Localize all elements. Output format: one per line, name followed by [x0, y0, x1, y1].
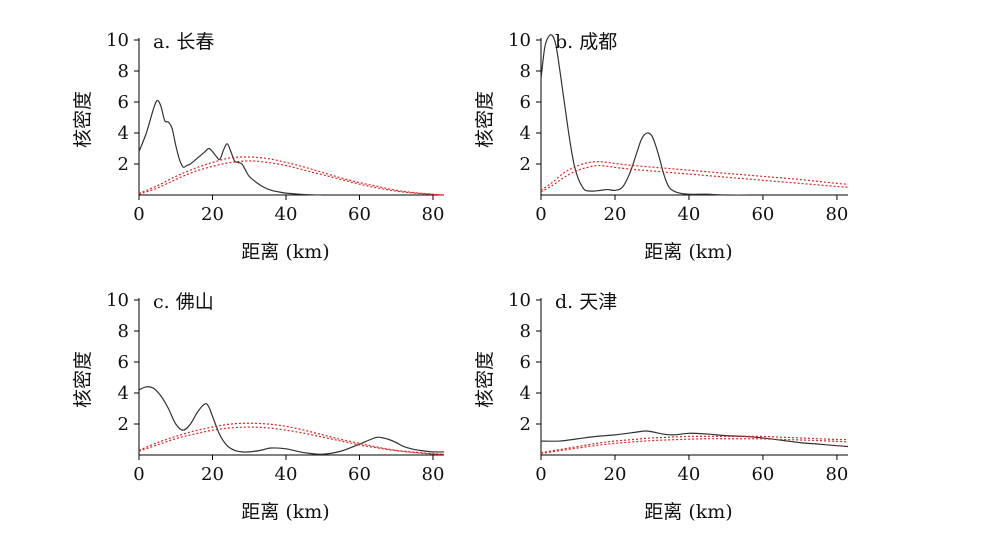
- y-tick-label: 6: [520, 92, 531, 113]
- x-tick-label: 40: [275, 464, 298, 485]
- panel-title: b. 成都: [555, 31, 617, 53]
- series-line-dotted: [540, 435, 849, 454]
- y-tick-label: 10: [508, 30, 531, 51]
- y-tick-label: 4: [118, 123, 129, 144]
- x-tick-label: 80: [422, 204, 445, 225]
- x-tick-label: 20: [604, 204, 627, 225]
- x-tick-label: 20: [604, 464, 627, 485]
- y-axis-label: 核密度: [72, 91, 94, 148]
- x-tick-label: 40: [677, 204, 700, 225]
- y-axis-label: 核密度: [474, 91, 496, 148]
- y-tick-label: 2: [118, 154, 129, 175]
- y-tick-label: 4: [520, 383, 531, 404]
- series-line-dotted: [540, 438, 849, 455]
- x-tick-label: 0: [535, 204, 546, 225]
- x-tick-label: 60: [751, 204, 774, 225]
- panel-title: c. 佛山: [153, 291, 214, 313]
- y-axis-label: 核密度: [474, 351, 496, 408]
- y-tick-label: 2: [520, 154, 531, 175]
- y-tick-label: 2: [118, 414, 129, 435]
- y-tick-label: 10: [508, 290, 531, 311]
- x-axis-label: 距离 (km): [644, 241, 732, 263]
- x-tick-label: 80: [825, 204, 848, 225]
- y-tick-label: 6: [118, 92, 129, 113]
- x-tick-label: 0: [133, 204, 144, 225]
- x-axis-label: 距离 (km): [644, 501, 732, 523]
- series-line-solid: [540, 430, 849, 448]
- series-line-dotted: [138, 156, 445, 196]
- series-line-dotted: [540, 161, 849, 191]
- x-tick-label: 20: [201, 204, 224, 225]
- series-line-dotted: [138, 160, 445, 196]
- x-tick-label: 0: [535, 464, 546, 485]
- y-tick-label: 4: [520, 123, 531, 144]
- panel-title: d. 天津: [555, 291, 617, 313]
- y-axis-label: 核密度: [72, 351, 94, 408]
- panel-title: a. 长春: [153, 31, 214, 53]
- series-line-dotted: [138, 426, 445, 455]
- y-tick-label: 6: [520, 352, 531, 373]
- series-line-solid: [540, 34, 848, 196]
- x-tick-label: 80: [825, 464, 848, 485]
- series-line-solid: [138, 99, 323, 196]
- series-line-dotted: [540, 164, 849, 193]
- y-tick-label: 4: [118, 383, 129, 404]
- x-tick-label: 60: [751, 464, 774, 485]
- y-tick-label: 8: [118, 321, 129, 342]
- y-tick-label: 8: [118, 61, 129, 82]
- x-tick-label: 20: [201, 464, 224, 485]
- x-axis-label: 距离 (km): [241, 501, 329, 523]
- series-line-solid: [138, 386, 445, 455]
- y-tick-label: 10: [106, 30, 129, 51]
- x-tick-label: 60: [348, 464, 371, 485]
- y-tick-label: 6: [118, 352, 129, 373]
- y-tick-label: 10: [106, 290, 129, 311]
- y-tick-label: 8: [520, 321, 531, 342]
- y-tick-label: 2: [520, 414, 531, 435]
- x-tick-label: 40: [275, 204, 298, 225]
- x-tick-label: 0: [133, 464, 144, 485]
- x-tick-label: 80: [422, 464, 445, 485]
- y-tick-label: 8: [520, 61, 531, 82]
- x-tick-label: 40: [677, 464, 700, 485]
- x-axis-label: 距离 (km): [241, 241, 329, 263]
- x-tick-label: 60: [348, 204, 371, 225]
